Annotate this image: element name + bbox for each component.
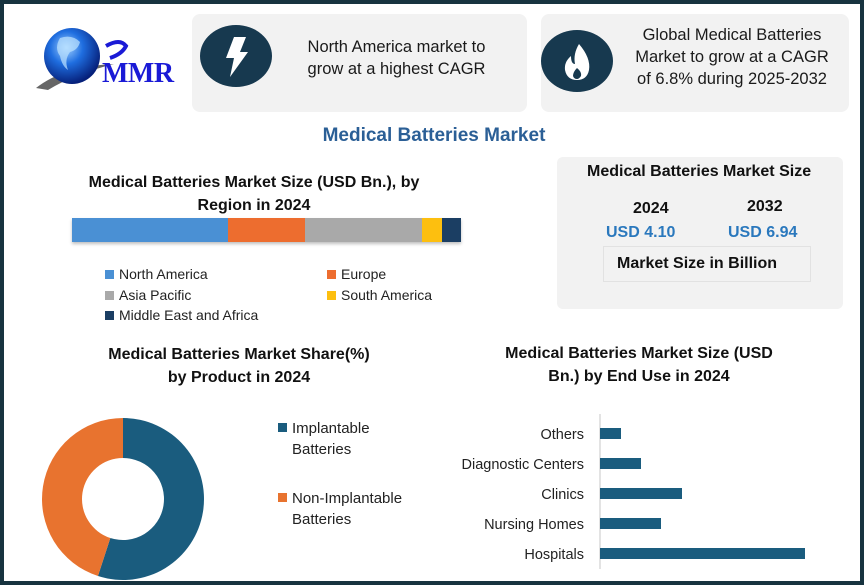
value-start: USD 4.10 (606, 224, 676, 241)
enduse-category-label: Diagnostic Centers (462, 457, 585, 473)
region-segment-north-america (72, 218, 228, 242)
highlight-text: North America market to grow at a highes… (284, 36, 509, 80)
region-segment-middle-east-and-africa (442, 218, 461, 242)
legend-line: Non-Implantable (292, 490, 403, 507)
market-size-title: Medical Batteries Market Size (587, 163, 812, 180)
enduse-bar-nursing-homes (600, 518, 661, 529)
legend-line: Implantable (292, 420, 370, 437)
legend-swatch (327, 290, 336, 300)
enduse-chart-title: Medical Batteries Market Size (USD Bn.) … (474, 342, 804, 388)
legend-line: Batteries (292, 511, 352, 528)
legend-middle-east-africa: Middle East and Africa (105, 307, 258, 323)
legend-swatch (278, 493, 287, 502)
product-chart-title: Medical Batteries Market Share(%) by Pro… (49, 343, 429, 389)
legend-swatch (105, 290, 114, 300)
enduse-category-label: Hospitals (524, 547, 584, 563)
legend-swatch (327, 269, 336, 279)
legend-asia-pacific: Asia Pacific (105, 287, 191, 303)
value-end: USD 6.94 (728, 224, 798, 241)
legend-swatch (105, 310, 114, 320)
region-segment-south-america (422, 218, 442, 242)
legend-swatch (105, 269, 114, 279)
legend-north-america: North America (105, 266, 208, 282)
globe-icon (36, 28, 129, 90)
logo-text: MMR (102, 58, 174, 89)
flame-icon (541, 30, 613, 92)
enduse-category-label: Others (540, 427, 584, 443)
enduse-bar-hospitals (600, 548, 805, 559)
highlight-line: grow at a highest CAGR (307, 60, 486, 78)
legend-line: Batteries (292, 441, 352, 458)
highlight-text: Global Medical Batteries Market to grow … (621, 24, 843, 90)
title-line: Medical Batteries Market Size (USD Bn.),… (88, 174, 420, 191)
highlight-line: North America market to (307, 38, 486, 56)
highlight-card-north-america: North America market to grow at a highes… (192, 14, 527, 112)
legend-label: Europe (341, 266, 387, 282)
title-line: Medical Batteries Market Share(%) (108, 346, 370, 363)
year-end: 2032 (747, 198, 783, 215)
legend-label: North America (119, 266, 208, 282)
highlight-line: Market to grow at a CAGR (635, 48, 829, 66)
product-donut-chart (41, 418, 204, 580)
region-segment-asia-pacific (305, 218, 423, 242)
region-stacked-bar (72, 218, 461, 242)
enduse-category-label: Clinics (541, 487, 584, 503)
legend-implantable: Implantable Batteries (278, 418, 370, 460)
highlight-line: Global Medical Batteries (642, 26, 822, 44)
legend-south-america: South America (327, 287, 432, 303)
region-chart-title: Medical Batteries Market Size (USD Bn.),… (64, 171, 444, 217)
donut-slice-non-implantable-batteries (41, 418, 123, 577)
title-line: Region in 2024 (197, 197, 311, 214)
legend-europe: Europe (327, 266, 386, 282)
legend-label: Asia Pacific (119, 287, 192, 303)
market-size-note: Market Size in Billion (603, 246, 811, 282)
region-segment-europe (227, 218, 306, 242)
legend-label: Implantable Batteries (292, 418, 370, 460)
enduse-bar-others (600, 428, 621, 439)
legend-label: South America (341, 287, 433, 303)
donut-slice-implantable-batteries (97, 418, 204, 580)
year-start: 2024 (633, 200, 669, 217)
page-title: Medical Batteries Market (322, 125, 546, 146)
enduse-bar-clinics (600, 488, 682, 499)
legend-label: Middle East and Africa (119, 307, 259, 323)
title-line: by Product in 2024 (167, 369, 311, 386)
mmr-logo: MMR (34, 26, 189, 96)
highlight-card-cagr: Global Medical Batteries Market to grow … (541, 14, 849, 112)
enduse-bar-chart: Others Diagnostic Centers Clinics Nursing H… (462, 414, 805, 569)
enduse-bar-diagnostic-centers (600, 458, 641, 469)
market-size-box: Medical Batteries Market Size 2024 2032 … (557, 157, 843, 309)
title-line: Bn.) by End Use in 2024 (548, 368, 730, 385)
lightning-icon (200, 25, 272, 87)
title-line: Medical Batteries Market Size (USD (505, 345, 773, 362)
highlight-line: of 6.8% during 2025-2032 (637, 70, 827, 88)
legend-swatch (278, 423, 287, 432)
enduse-category-label: Nursing Homes (484, 517, 584, 533)
legend-non-implantable: Non-Implantable Batteries (278, 488, 402, 530)
legend-label: Non-Implantable Batteries (292, 488, 402, 530)
